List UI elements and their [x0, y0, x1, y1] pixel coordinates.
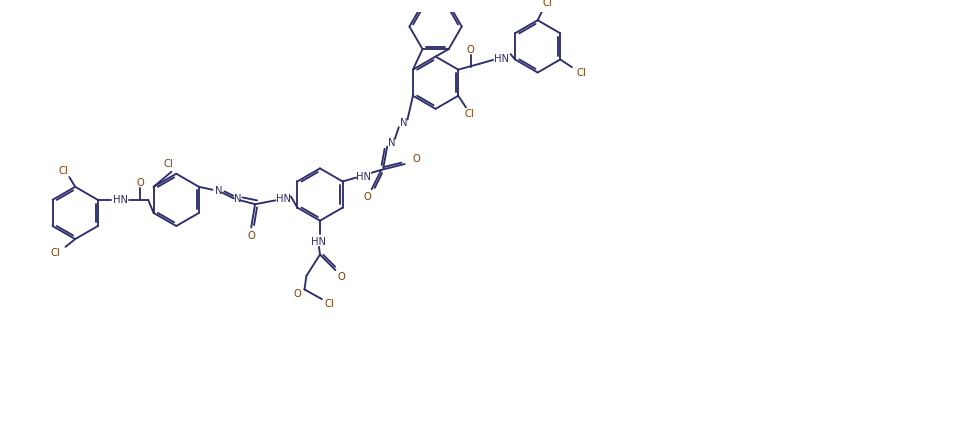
Text: HN: HN: [357, 171, 371, 181]
Text: Cl: Cl: [325, 298, 335, 308]
Text: Cl: Cl: [576, 68, 587, 78]
Text: N: N: [234, 194, 242, 204]
Text: Cl: Cl: [51, 247, 60, 257]
Text: HN: HN: [112, 194, 128, 204]
Text: O: O: [136, 178, 144, 188]
Text: O: O: [338, 271, 345, 281]
Text: O: O: [467, 45, 475, 55]
Text: O: O: [293, 289, 301, 299]
Text: O: O: [247, 230, 255, 241]
Text: Cl: Cl: [164, 159, 174, 169]
Text: HN: HN: [275, 194, 291, 204]
Text: HN: HN: [312, 236, 326, 247]
Text: Cl: Cl: [543, 0, 552, 8]
Text: N: N: [388, 138, 396, 147]
Text: HN: HN: [494, 54, 509, 64]
Text: O: O: [363, 192, 372, 201]
Text: N: N: [400, 118, 408, 128]
Text: O: O: [412, 154, 420, 164]
Text: Cl: Cl: [58, 166, 68, 176]
Text: Cl: Cl: [465, 109, 475, 119]
Text: N: N: [215, 185, 222, 195]
